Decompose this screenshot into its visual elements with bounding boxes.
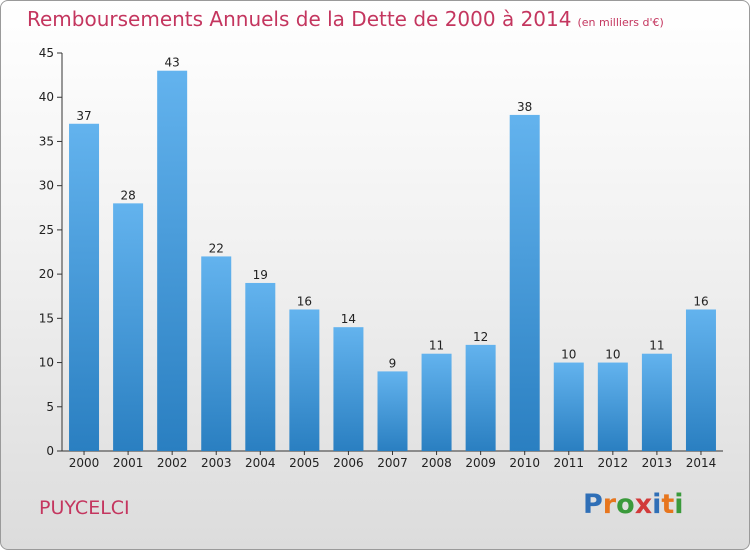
- y-tick-label: 25: [39, 223, 54, 237]
- bar: [553, 362, 584, 451]
- bar: [465, 344, 496, 451]
- logo-letter: r: [602, 489, 617, 520]
- bar: [509, 114, 540, 452]
- bar: [377, 371, 408, 451]
- y-tick-label: 5: [46, 400, 54, 414]
- bar: [69, 123, 100, 451]
- data-label: 19: [253, 268, 268, 282]
- x-tick-label: 2012: [598, 456, 629, 470]
- bar: [113, 203, 144, 451]
- bar: [641, 353, 672, 451]
- data-label: 43: [165, 56, 180, 70]
- data-label: 11: [429, 339, 444, 353]
- bar: [597, 362, 628, 451]
- logo-letter: i: [652, 489, 662, 520]
- x-tick-label: 2005: [289, 456, 320, 470]
- y-tick-label: 15: [39, 311, 54, 325]
- y-tick-label: 45: [39, 46, 54, 60]
- data-label: 9: [389, 356, 397, 370]
- bar: [245, 282, 276, 451]
- data-labels: 37 28 43 22 19 16 14 9 11 12 38 10 10 11 16: [76, 56, 708, 371]
- data-label: 28: [120, 188, 135, 202]
- bar-series: [69, 70, 716, 452]
- chart-subtitle: (en milliers d'€): [577, 16, 664, 29]
- bar: [157, 70, 188, 451]
- chart-title-text: Remboursements Annuels de la Dette de 20…: [27, 7, 572, 31]
- y-tick-label: 0: [46, 444, 54, 458]
- logo-letter: t: [661, 489, 675, 520]
- y-tick-label: 20: [39, 267, 54, 281]
- data-label: 16: [693, 294, 708, 308]
- logo-letter: P: [583, 489, 603, 520]
- logo-letter: o: [616, 489, 635, 520]
- commune-name: PUYCELCI: [39, 497, 130, 519]
- proxiti-logo: Proxiti: [583, 489, 684, 520]
- bar: [333, 327, 364, 451]
- data-label: 10: [605, 348, 620, 362]
- x-tick-label: 2008: [421, 456, 452, 470]
- x-tick-label: 2013: [642, 456, 673, 470]
- logo-letter: x: [634, 489, 653, 520]
- x-tick-label: 2006: [333, 456, 364, 470]
- x-tick-label: 2011: [553, 456, 584, 470]
- x-tick-label: 2000: [69, 456, 100, 470]
- x-tick-label: 2007: [377, 456, 408, 470]
- data-label: 14: [341, 312, 356, 326]
- data-label: 12: [473, 330, 488, 344]
- x-tick-label: 2001: [113, 456, 144, 470]
- x-tick-label: 2010: [509, 456, 540, 470]
- y-tick-label: 40: [39, 90, 54, 104]
- bar: [289, 309, 320, 451]
- x-tick-label: 2003: [201, 456, 232, 470]
- x-tick-label: 2002: [157, 456, 188, 470]
- data-label: 10: [561, 348, 576, 362]
- data-label: 16: [297, 294, 312, 308]
- chart-title: Remboursements Annuels de la Dette de 20…: [27, 7, 664, 31]
- y-tick-label: 35: [39, 134, 54, 148]
- data-label: 22: [209, 241, 224, 255]
- bar: [201, 256, 232, 451]
- y-tick-label: 30: [39, 179, 54, 193]
- chart-axes: 0 5 10 15 20 25 30 35 40 45 2000 2001 2002 2003 2004 20…: [39, 46, 723, 470]
- x-tick-label: 2014: [686, 456, 717, 470]
- bar: [421, 353, 452, 451]
- data-label: 38: [517, 100, 532, 114]
- x-tick-label: 2004: [245, 456, 276, 470]
- logo-letter: i: [674, 489, 684, 520]
- y-tick-label: 10: [39, 356, 54, 370]
- data-label: 11: [649, 339, 664, 353]
- x-tick-label: 2009: [465, 456, 496, 470]
- data-label: 37: [76, 109, 91, 123]
- bar: [685, 309, 716, 451]
